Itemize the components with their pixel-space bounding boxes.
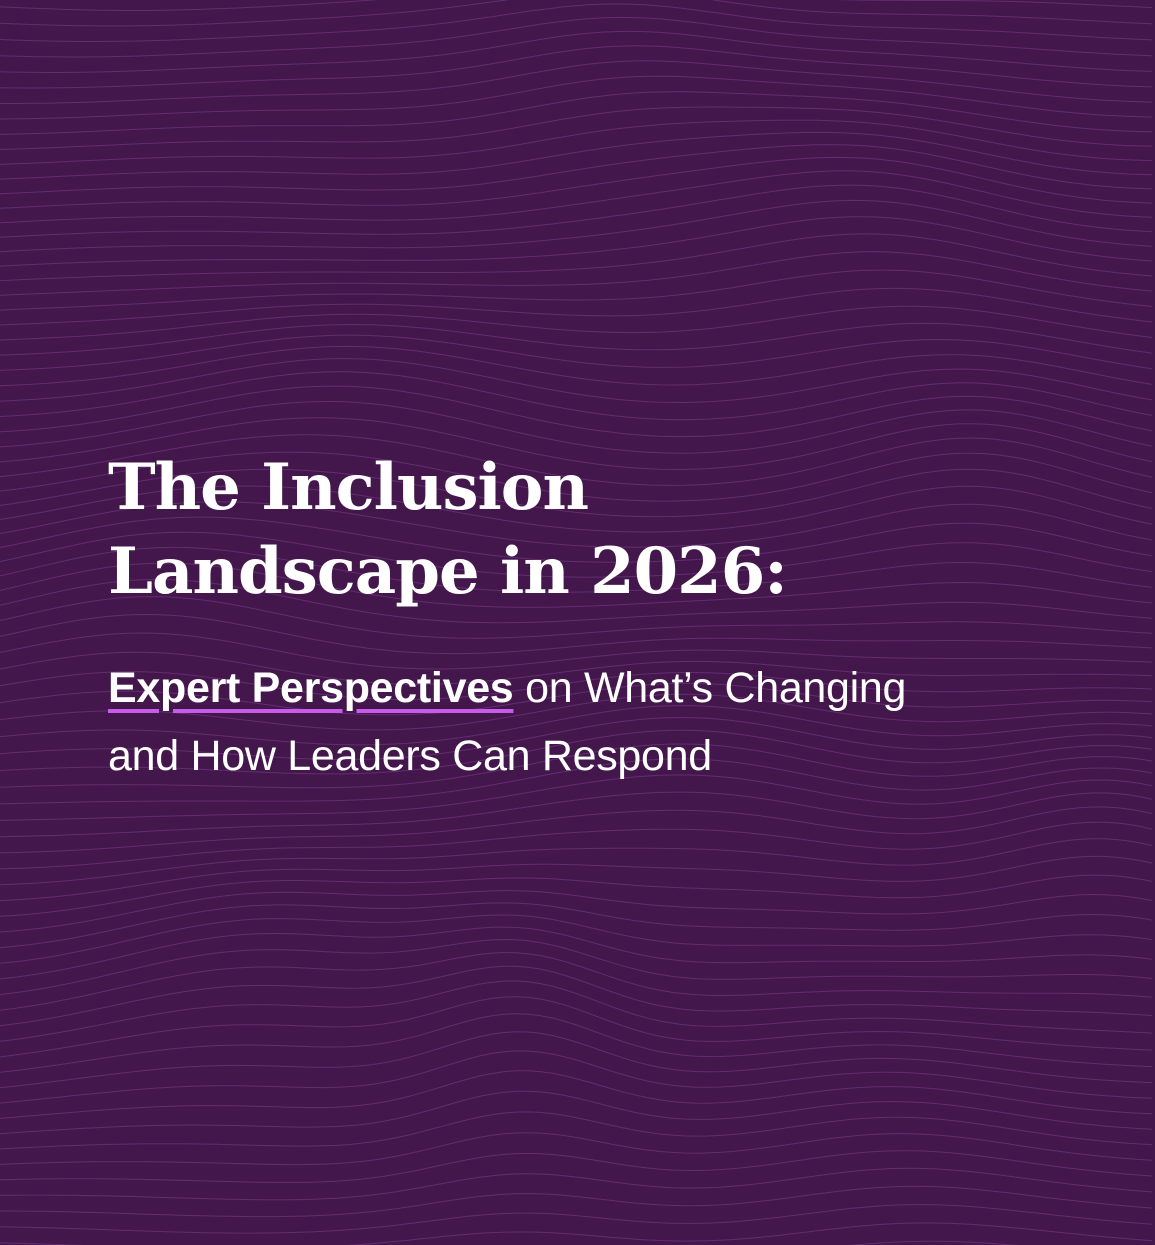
wave-line xyxy=(0,1222,1153,1245)
wave-line xyxy=(0,385,1153,438)
wave-line xyxy=(0,1132,1153,1166)
wave-line xyxy=(0,501,1153,548)
wave-line xyxy=(0,16,1153,58)
wave-line xyxy=(0,199,1153,253)
wave-line xyxy=(0,371,1153,421)
wave-line xyxy=(0,671,1153,701)
wave-line xyxy=(0,485,1153,533)
wave-line xyxy=(0,1204,1153,1234)
wave-line xyxy=(0,693,1153,731)
subtitle-highlight: Expert Perspectives xyxy=(108,664,514,712)
wave-line xyxy=(0,716,1153,761)
wave-line xyxy=(0,131,1153,180)
wave-line xyxy=(0,106,1153,150)
wave-line xyxy=(0,1013,1153,1073)
wave-line xyxy=(0,821,1153,870)
wave-line xyxy=(0,144,1153,195)
wave-line xyxy=(0,1185,1153,1218)
wave-line xyxy=(0,75,1153,120)
wave-line xyxy=(0,345,1153,387)
wave-line xyxy=(0,251,1153,296)
wave-line xyxy=(0,184,1153,238)
wave-line xyxy=(0,516,1153,563)
wave-line xyxy=(0,578,1153,624)
wave-line xyxy=(849,1240,1019,1245)
wave-line xyxy=(0,613,1153,655)
wave-line xyxy=(0,30,1153,73)
wave-line xyxy=(0,806,1153,854)
wave-line xyxy=(0,1070,1153,1119)
wave-line xyxy=(0,170,1153,224)
wave-line xyxy=(0,434,1153,486)
wave-line xyxy=(0,156,1153,209)
wave-line xyxy=(0,269,1153,311)
subtitle-rest: on What’s Changing xyxy=(513,664,907,712)
wave-line xyxy=(0,743,1153,789)
wave-line xyxy=(0,0,1153,27)
subtitle-line-1: Expert Perspectives on What’s Changing xyxy=(108,654,1068,722)
wave-line xyxy=(0,996,1153,1058)
wave-line xyxy=(0,890,1153,933)
wave-line xyxy=(0,774,1153,821)
report-title-line-2: Landscape in 2026: xyxy=(108,534,788,609)
wave-line xyxy=(0,322,1153,356)
wave-line xyxy=(0,119,1153,165)
wave-line xyxy=(0,562,1153,608)
wave-line xyxy=(0,1150,1153,1183)
wave-line xyxy=(0,287,1153,326)
wave-line xyxy=(0,705,1153,746)
subtitle-line-2: and How Leaders Can Respond xyxy=(108,732,712,780)
wave-line xyxy=(0,1031,1153,1089)
wave-line xyxy=(0,758,1153,805)
wave-line xyxy=(0,91,1153,135)
wave-line xyxy=(0,216,1153,267)
wave-line xyxy=(0,468,1153,518)
wave-line xyxy=(0,855,1153,902)
report-title: The Inclusion Landscape in 2026: xyxy=(108,446,1068,614)
wave-line xyxy=(0,1050,1153,1104)
report-subtitle: Expert Perspectives on What’s Changing a… xyxy=(108,654,1068,790)
wave-line xyxy=(0,0,1153,11)
wave-line xyxy=(0,1111,1153,1150)
wave-line xyxy=(0,651,1153,685)
wave-line xyxy=(0,729,1153,775)
wave-line xyxy=(0,965,1153,1027)
wave-line xyxy=(0,938,1153,996)
wave-line xyxy=(0,838,1153,886)
wave-line xyxy=(0,980,1153,1042)
wave-line xyxy=(0,401,1153,454)
wave-line xyxy=(0,914,1153,964)
wave-line xyxy=(0,874,1153,917)
wave-line xyxy=(0,596,1153,639)
wave-line xyxy=(0,951,1153,1011)
wave-line xyxy=(0,334,1153,371)
wave-line xyxy=(0,682,1153,716)
wave-line xyxy=(0,417,1153,470)
title-block: The Inclusion Landscape in 2026: Expert … xyxy=(108,446,1068,790)
wave-line xyxy=(0,546,1153,593)
wave-line xyxy=(0,632,1153,670)
wave-line xyxy=(0,1167,1153,1201)
report-title-line-1: The Inclusion xyxy=(108,450,589,525)
wave-line xyxy=(0,45,1153,89)
wave-line xyxy=(0,3,1153,42)
wave-line xyxy=(0,902,1153,949)
wave-line xyxy=(0,926,1153,980)
wave-line xyxy=(0,233,1153,282)
wave-line xyxy=(0,451,1153,502)
wave-line xyxy=(0,531,1153,578)
wave-line xyxy=(0,60,1153,105)
wave-line xyxy=(0,791,1153,838)
wave-line xyxy=(0,358,1153,404)
wave-line xyxy=(0,305,1153,341)
wave-line xyxy=(0,1090,1153,1135)
